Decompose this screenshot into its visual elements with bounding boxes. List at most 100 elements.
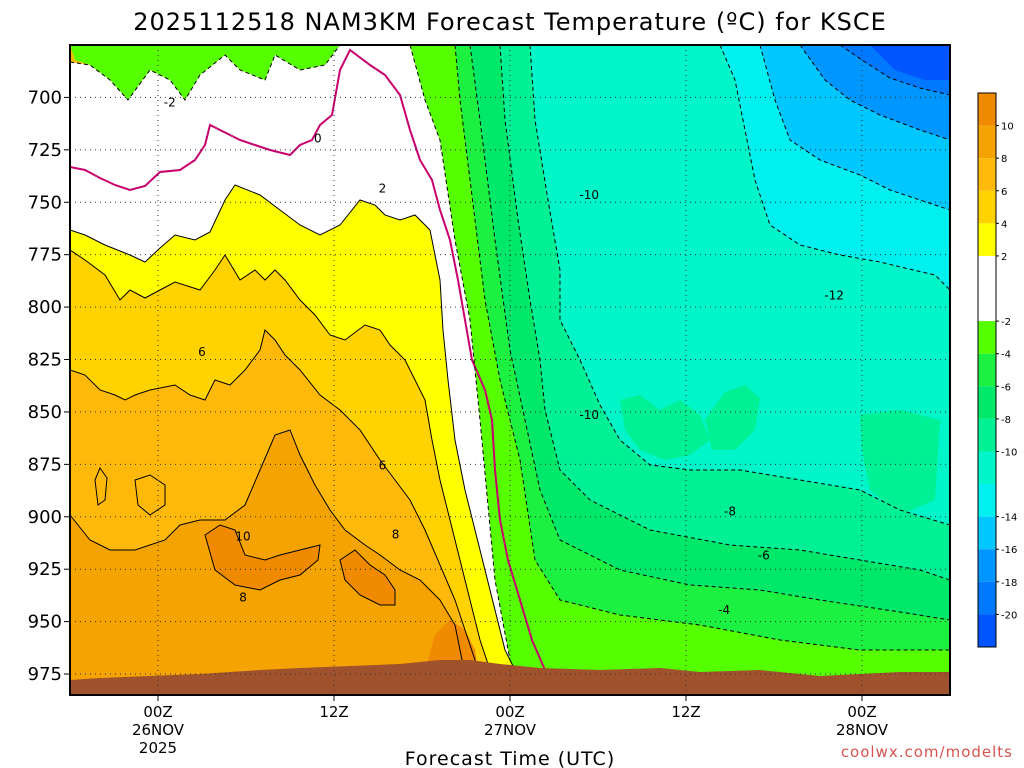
colorbar-bin [978,451,996,485]
colorbar-tick-label: -8 [1001,415,1011,426]
contour-label-text: 0 [314,131,322,145]
colorbar-tick-label: 10 [1001,122,1014,133]
pressure-tick-label: 700 [28,87,62,108]
contour-line-0 [70,48,551,695]
colorbar-bin [978,614,996,647]
colorbar-tick-label: -20 [1001,610,1017,621]
contour-line-minus-16 [799,45,950,141]
colorbar-tick-label: 2 [1001,252,1007,263]
colorbar-tick-label: 4 [1001,219,1007,230]
warm-blob-minus-10-a [620,395,710,460]
time-tick-label: 26NOV [132,721,185,739]
contour-label-text: 10 [235,530,250,544]
time-tick-label: 12Z [319,703,348,721]
contour-label-text: -10 [579,188,599,202]
contour-line-10-b [339,549,396,606]
ground-surface [70,660,950,695]
time-tick-label: 2025 [139,739,177,757]
contour-label: -8 [724,505,736,519]
contour-label: 10 [235,530,250,544]
contour-line-8 [70,429,466,695]
contour-label: 2 [379,182,387,196]
contour-label: -4 [718,603,730,617]
contour-line-6 [70,329,481,695]
contour-label-text: -10 [579,408,599,422]
pressure-tick-label: 800 [28,297,62,318]
contour-label: -10 [579,408,599,422]
contour-label: 8 [239,591,247,605]
warm-blob-minus-10-b [705,385,760,450]
colorbar-bin [978,223,996,256]
contour-label: -12 [824,289,844,303]
colorbar-tick-label: -16 [1001,545,1017,556]
contour-line-8-blob [94,466,108,506]
pressure-tick-label: 900 [28,507,62,528]
pressure-tick-label: 725 [28,140,62,161]
pressure-tick-label: 750 [28,192,62,213]
contour-line-minus-18 [839,45,950,96]
pressure-tick-label: 850 [28,402,62,423]
contour-line-2 [70,184,521,695]
time-tick-label: 27NOV [484,721,537,739]
contour-line-minus-14 [759,45,950,211]
colorbar-bin [978,484,996,517]
colorbar-bin [978,386,996,419]
colorbar-bin [978,353,996,387]
time-tick-label: 00Z [847,703,876,721]
contour-label-text: -4 [718,603,730,617]
colorbar-tick-label: -18 [1001,578,1017,589]
pressure-axis: 700 725 750 775 800 825 850 875 900 925 950 975 [28,87,70,685]
colorbar-tick-label: -6 [1001,382,1011,393]
source-credit: coolwx.com/modelts [841,743,1013,761]
contour-label: 6 [198,345,206,359]
contour-line-minus-12 [719,45,950,291]
time-tick-label: 00Z [495,703,524,721]
contour-line-minus-8 [499,45,950,581]
colorbar-bin [978,581,996,615]
contour-label: 0 [314,131,322,145]
contour-label: -6 [758,549,770,563]
contour-label: -2 [164,96,176,110]
contour-line-minus-4 [454,45,950,651]
colorbar-frame [977,92,997,648]
chart-title: 2025112518 NAM3KM Forecast Temperature (… [133,8,887,36]
contour-label-text: 8 [392,528,400,542]
pressure-tick-label: 950 [28,612,62,633]
contour-label-text: 6 [379,458,387,472]
pressure-tick-label: 925 [28,559,62,580]
contour-label-text: -12 [824,289,844,303]
grid [70,45,950,695]
contour-label: 6 [379,458,387,472]
contour-label-text: -8 [724,505,736,519]
colorbar-tick-label: -4 [1001,350,1011,361]
plot-area: -2 0 2 6 6 8 10 8 -10 -10 -12 -8 -6 -4 [70,45,950,695]
contour-line-minus-6 [469,45,950,621]
region-10-12-a [205,525,320,590]
colorbar-bin [978,418,996,452]
contour-line-minus-2-front [409,45,529,695]
pressure-tick-label: 975 [28,664,62,685]
region-minus-4-topleft [70,45,340,100]
colorbar-tick-label: 8 [1001,154,1007,165]
x-axis-label: Forecast Time (UTC) [405,748,615,768]
contour-label-text: -2 [164,96,176,110]
contour-label-text: 2 [379,182,387,196]
contour-line-minus-2 [70,45,341,101]
colorbar-bin [978,255,996,322]
region-minus-22 [870,45,950,80]
pressure-tick-label: 825 [28,350,62,371]
contour-label: -10 [579,188,599,202]
colorbar-bin [978,158,996,191]
time-tick-label: 12Z [671,703,700,721]
time-tick-label: 28NOV [836,721,889,739]
colorbar-tick-label: -10 [1001,447,1017,458]
colorbar-bin [978,125,996,159]
contour-label-text: 6 [198,345,206,359]
contour-label-text: -6 [758,549,770,563]
time-tick-label: 00Z [143,703,172,721]
pressure-tick-label: 875 [28,454,62,475]
contour-line-8-blob-b [134,474,166,516]
colorbar-bin [978,516,996,550]
